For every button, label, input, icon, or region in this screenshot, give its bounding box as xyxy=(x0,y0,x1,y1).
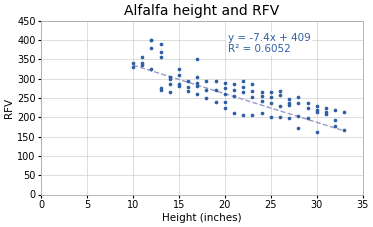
Point xyxy=(304,101,310,104)
Point xyxy=(314,105,320,108)
Point xyxy=(148,38,154,42)
Point xyxy=(240,85,246,89)
Point xyxy=(250,95,256,99)
Point xyxy=(176,73,182,76)
Point xyxy=(277,105,283,108)
Point xyxy=(323,110,329,114)
Text: y = -7.4x + 409
R² = 0.6052: y = -7.4x + 409 R² = 0.6052 xyxy=(228,33,310,54)
Point xyxy=(231,94,237,98)
Point xyxy=(213,100,219,104)
Point xyxy=(222,106,228,109)
Point xyxy=(277,89,283,93)
Point xyxy=(250,89,256,93)
Point xyxy=(185,85,191,89)
Point xyxy=(213,79,219,82)
Point xyxy=(213,89,219,92)
Point xyxy=(157,89,163,92)
Point xyxy=(176,84,182,88)
Point xyxy=(314,109,320,112)
Point xyxy=(286,97,292,101)
Point xyxy=(222,81,228,84)
Point xyxy=(258,99,264,102)
Point xyxy=(167,77,173,80)
Point xyxy=(148,46,154,49)
Title: Alfalfa height and RFV: Alfalfa height and RFV xyxy=(124,4,279,18)
X-axis label: Height (inches): Height (inches) xyxy=(162,213,242,223)
Point xyxy=(185,79,191,82)
Point xyxy=(194,57,200,61)
Point xyxy=(157,42,163,46)
Point xyxy=(139,56,145,59)
Point xyxy=(268,95,274,99)
Point xyxy=(323,112,329,116)
Point xyxy=(332,118,338,122)
Point xyxy=(295,114,301,118)
Point xyxy=(231,89,237,92)
Point xyxy=(176,67,182,71)
Point xyxy=(295,95,301,99)
Point xyxy=(304,106,310,110)
Point xyxy=(240,79,246,82)
Point xyxy=(167,83,173,86)
Point xyxy=(139,61,145,65)
Point xyxy=(304,116,310,120)
Point xyxy=(295,126,301,130)
Point xyxy=(240,90,246,94)
Point xyxy=(204,96,210,100)
Point xyxy=(167,90,173,94)
Point xyxy=(332,109,338,112)
Point xyxy=(250,114,256,117)
Point xyxy=(314,130,320,133)
Point xyxy=(332,124,338,128)
Point xyxy=(295,101,301,104)
Point xyxy=(157,86,163,90)
Point xyxy=(194,92,200,96)
Point xyxy=(194,84,200,88)
Point xyxy=(323,106,329,110)
Point xyxy=(277,116,283,119)
Point xyxy=(286,116,292,120)
Y-axis label: RFV: RFV xyxy=(4,98,14,118)
Point xyxy=(258,94,264,98)
Point xyxy=(148,67,154,71)
Point xyxy=(139,63,145,67)
Point xyxy=(185,89,191,93)
Point xyxy=(258,90,264,94)
Point xyxy=(157,56,163,59)
Point xyxy=(167,75,173,79)
Point xyxy=(341,110,347,114)
Point xyxy=(222,86,228,90)
Point xyxy=(286,101,292,104)
Point xyxy=(268,116,274,119)
Point xyxy=(222,100,228,104)
Point xyxy=(157,50,163,53)
Point xyxy=(240,113,246,116)
Point xyxy=(204,89,210,92)
Point xyxy=(222,92,228,96)
Point xyxy=(250,83,256,86)
Point xyxy=(130,65,136,69)
Point xyxy=(231,112,237,115)
Point xyxy=(194,81,200,84)
Point xyxy=(204,79,210,82)
Point xyxy=(130,61,136,65)
Point xyxy=(341,128,347,131)
Point xyxy=(231,83,237,86)
Point xyxy=(314,110,320,114)
Point xyxy=(148,38,154,42)
Point xyxy=(194,75,200,79)
Point xyxy=(277,93,283,97)
Point xyxy=(176,83,182,86)
Point xyxy=(268,90,274,94)
Point xyxy=(286,103,292,106)
Point xyxy=(268,101,274,104)
Point xyxy=(258,112,264,115)
